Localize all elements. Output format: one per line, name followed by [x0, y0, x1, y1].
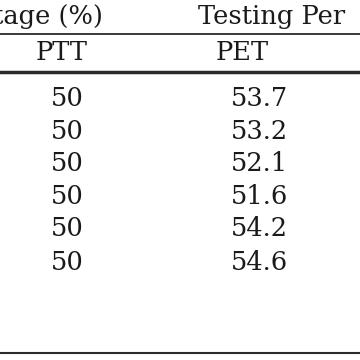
Text: tage (%): tage (%) — [0, 4, 103, 29]
Text: 50: 50 — [50, 151, 83, 176]
Text: 54.6: 54.6 — [230, 250, 288, 275]
Text: PET: PET — [216, 40, 269, 65]
Text: Testing Per: Testing Per — [198, 4, 345, 29]
Text: 53.2: 53.2 — [230, 119, 288, 144]
Text: 51.6: 51.6 — [230, 184, 288, 209]
Text: 53.7: 53.7 — [230, 86, 288, 112]
Text: 54.2: 54.2 — [230, 216, 287, 241]
Text: 50: 50 — [50, 184, 83, 209]
Text: 50: 50 — [50, 250, 83, 275]
Text: 50: 50 — [50, 119, 83, 144]
Text: PTT: PTT — [36, 40, 88, 65]
Text: 52.1: 52.1 — [230, 151, 288, 176]
Text: 50: 50 — [50, 216, 83, 241]
Text: 50: 50 — [50, 86, 83, 112]
